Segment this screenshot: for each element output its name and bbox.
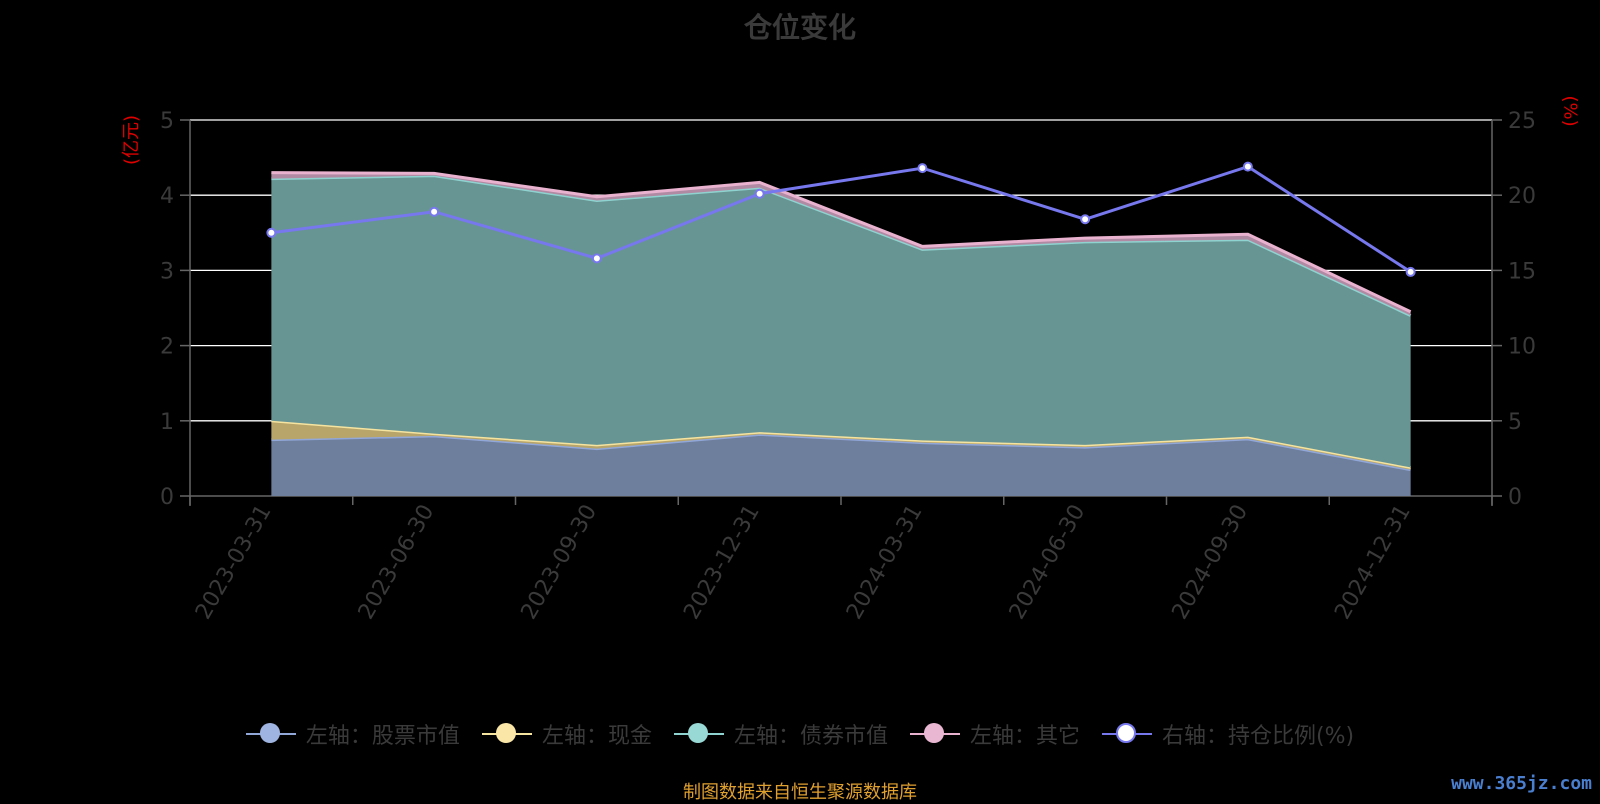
area-line-左轴：其它	[271, 171, 1412, 314]
ratio-point	[754, 188, 765, 199]
watermark: www.365jz.com	[1451, 773, 1592, 794]
legend-stock-label: 左轴：股票市值	[305, 724, 460, 749]
left-axis-tick-label: 3	[160, 259, 174, 284]
ratio-point	[1405, 266, 1416, 277]
left-axis-tick-label: 0	[160, 485, 174, 510]
right-axis-tick-label: 10	[1508, 335, 1536, 360]
left-axis-tick-label: 1	[160, 410, 174, 435]
legend-item-other[interactable]: 左轴：其它	[909, 718, 1080, 750]
legend-item-bond[interactable]: 左轴：债券市值	[673, 718, 888, 750]
legend-ratio-marker	[1101, 721, 1152, 747]
chart-title: 仓位变化	[743, 11, 856, 44]
right-axis-tick-label: 5	[1508, 410, 1522, 435]
right-axis-tick-label: 25	[1508, 109, 1536, 134]
data-source-note: 制图数据来自恒生聚源数据库	[683, 782, 917, 803]
ratio-line	[271, 164, 1412, 274]
legend-bond-label: 左轴：债券市值	[733, 724, 888, 749]
x-axis-tick-label: 2023-03-31	[191, 501, 277, 624]
left-axis-tick-label: 2	[160, 335, 174, 360]
x-axis-tick-label: 2023-12-31	[679, 501, 765, 624]
ratio-point	[1080, 214, 1091, 225]
x-axis-tick-label: 2024-06-30	[1005, 501, 1091, 624]
x-axis-tick-label: 2024-09-30	[1167, 501, 1253, 624]
ratio-point	[917, 163, 928, 174]
x-axis-tick-label: 2023-09-30	[516, 501, 602, 624]
legend-other-marker	[909, 721, 960, 747]
legend-ratio-label: 右轴：持仓比例(%)	[1161, 724, 1355, 749]
ratio-point	[1242, 161, 1253, 172]
chart-legend: 左轴：股票市值 左轴：现金 左轴：债券市值 左轴：其它 右轴：持仓比例(%)	[0, 718, 1600, 750]
ratio-point	[266, 227, 277, 238]
right-axis-tick-label: 15	[1508, 259, 1536, 284]
ratio-point	[429, 206, 440, 217]
x-axis-tick-label: 2024-03-31	[842, 501, 928, 624]
legend-other-label: 左轴：其它	[969, 724, 1080, 749]
legend-item-cash[interactable]: 左轴：现金	[481, 718, 652, 750]
area-左轴：股票市值	[271, 434, 1411, 496]
right-axis-tick-label: 20	[1508, 184, 1536, 209]
legend-item-ratio[interactable]: 右轴：持仓比例(%)	[1101, 718, 1355, 750]
right-axis-tick-label: 0	[1508, 485, 1522, 510]
ratio-point	[591, 253, 602, 264]
x-axis-tick-label: 2024-12-31	[1330, 501, 1416, 624]
legend-cash-label: 左轴：现金	[541, 724, 652, 749]
left-axis-tick-label: 5	[160, 109, 174, 134]
legend-cash-marker	[481, 721, 532, 747]
legend-stock-marker	[245, 721, 296, 747]
legend-item-stock[interactable]: 左轴：股票市值	[245, 718, 460, 750]
area-左轴：债券市值	[271, 175, 1411, 468]
legend-bond-marker	[673, 721, 724, 747]
x-axis-tick-label: 2023-06-30	[354, 501, 440, 624]
left-axis-tick-label: 4	[160, 184, 174, 209]
